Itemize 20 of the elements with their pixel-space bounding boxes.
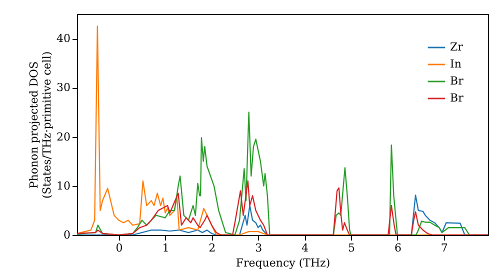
x-tick-label: 3 <box>255 242 262 254</box>
y-axis-title: Phonon projected DOS (States/THz·primitive cell) <box>28 51 54 199</box>
y-tick-label: 40 <box>56 32 70 46</box>
x-tick-label: 1 <box>162 242 170 254</box>
legend-label: Zr <box>450 40 464 54</box>
legend-label: Br <box>450 74 464 88</box>
x-tick-label: 2 <box>208 242 216 254</box>
y-tick-label: 0 <box>64 228 70 242</box>
legend-label: In <box>450 58 462 70</box>
line-series <box>77 180 488 235</box>
y-tick-label: 30 <box>56 81 70 94</box>
legend-label: Br <box>450 92 464 104</box>
x-axis-title: Frequency (THz) <box>236 256 330 270</box>
x-tick-label: 0 <box>116 242 123 254</box>
y-tick-label: 10 <box>56 179 70 192</box>
x-tick-label: 6 <box>394 242 402 254</box>
x-tick-label: 4 <box>302 242 309 254</box>
x-tick-label: 7 <box>440 242 448 254</box>
x-tick-label: 5 <box>348 242 355 254</box>
y-tick-label: 20 <box>56 130 70 144</box>
